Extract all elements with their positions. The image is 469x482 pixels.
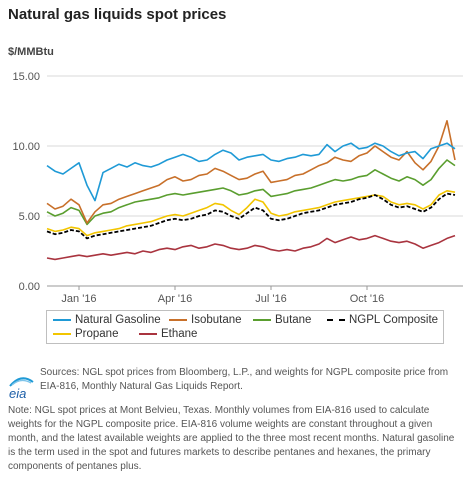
legend-label-ngpl-composite: NGPL Composite [349, 314, 439, 326]
chart-legend: Natural Gasoline Isobutane Butane NGPL C… [46, 310, 444, 344]
eia-logo-text: eia [9, 386, 26, 401]
legend-item-ethane: Ethane [139, 328, 197, 340]
legend-swatch-ngpl-composite [327, 319, 345, 321]
eia-logo: eia [9, 377, 34, 401]
x-tick-label: Jan '16 [61, 293, 96, 305]
legend-item-ngpl-composite: NGPL Composite [327, 314, 438, 326]
legend-item-isobutane: Isobutane [169, 314, 242, 326]
legend-swatch-butane [253, 319, 271, 321]
chart-title: Natural gas liquids spot prices [8, 6, 227, 23]
series-line-ethane [46, 234, 456, 261]
series-line-ngpl-composite [46, 192, 456, 240]
line-chart: 0.00 5.00 10.00 15.00 Jan '16 Apr '16 Jul '16 O… [12, 71, 463, 305]
x-tick-label: Apr '16 [158, 293, 193, 305]
legend-label-ethane: Ethane [161, 328, 198, 340]
sources-text: Sources: NGL spot prices from Bloomberg,… [40, 367, 449, 392]
y-tick-label: 5.00 [19, 211, 40, 223]
legend-item-propane: Propane [53, 328, 118, 340]
y-tick-label: 15.00 [12, 71, 40, 83]
series-line-butane [46, 159, 456, 226]
legend-item-natural-gasoline: Natural Gasoline [53, 314, 161, 326]
legend-swatch-ethane [139, 333, 157, 335]
x-tick-label: Oct '16 [350, 293, 385, 305]
legend-label-natural-gasoline: Natural Gasoline [75, 314, 161, 326]
legend-label-butane: Butane [275, 314, 312, 326]
legend-swatch-isobutane [169, 319, 187, 321]
y-tick-label: 10.00 [12, 141, 40, 153]
legend-label-propane: Propane [75, 328, 119, 340]
x-tick-label: Jul '16 [255, 293, 286, 305]
series-line-natural-gasoline [46, 142, 456, 202]
series-line-propane [46, 190, 456, 237]
note-text: Note: NGL spot prices at Mont Belvieu, T… [8, 405, 455, 472]
y-axis-unit-label: $/MMBtu [8, 46, 54, 58]
legend-item-butane: Butane [253, 314, 311, 326]
legend-label-isobutane: Isobutane [191, 314, 242, 326]
legend-swatch-natural-gasoline [53, 319, 71, 321]
series-line-isobutane [46, 120, 456, 224]
legend-swatch-propane [53, 333, 71, 335]
y-tick-label: 0.00 [19, 281, 40, 293]
